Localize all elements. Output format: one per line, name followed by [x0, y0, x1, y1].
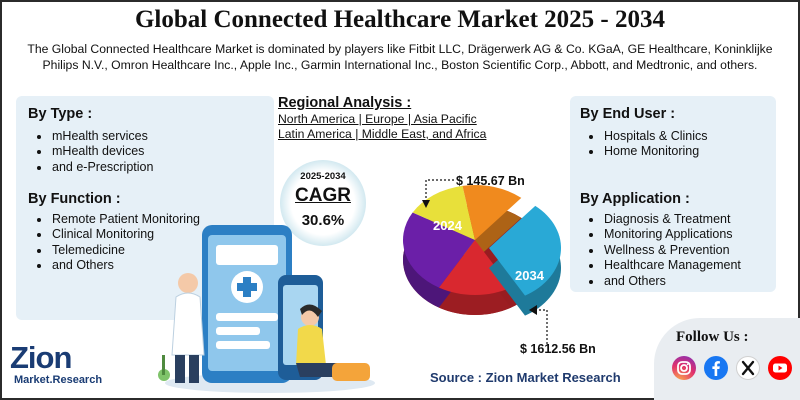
telehealth-illustration	[158, 225, 375, 393]
pie-slice-2024	[403, 212, 475, 288]
regional-line-2: Latin America | Middle East, and Africa	[278, 127, 487, 141]
by-application-list: Diagnosis & Treatment Monitoring Applica…	[584, 212, 741, 289]
list-item: Healthcare Management	[584, 258, 741, 273]
list-item: and Others	[32, 258, 200, 273]
facebook-icon[interactable]	[704, 356, 728, 380]
regional-title: Regional Analysis :	[278, 95, 412, 111]
pie-slice-segment	[462, 185, 522, 240]
regional-line-1: North America | Europe | Asia Pacific	[278, 112, 477, 126]
by-type-list: mHealth services mHealth devices and e-P…	[32, 129, 153, 175]
by-type-title: By Type :	[28, 106, 93, 122]
callout-2024	[422, 179, 454, 208]
cagr-badge: 2025-2034 CAGR 30.6%	[280, 160, 366, 246]
list-item: Remote Patient Monitoring	[32, 212, 200, 227]
right-panel	[570, 96, 776, 292]
cagr-value: 30.6%	[301, 212, 345, 229]
pie-label-2034: 2034	[515, 268, 545, 283]
pie-label-2024: 2024	[433, 218, 463, 233]
logo-subtitle: Market.Research	[14, 374, 103, 386]
list-item: mHealth services	[32, 129, 153, 144]
callout-2034	[529, 305, 548, 344]
pie-slice-2034	[489, 205, 561, 296]
page-title: Global Connected Healthcare Market 2025 …	[134, 6, 666, 33]
source-text: Source : Zion Market Research	[430, 370, 621, 385]
x-icon[interactable]	[736, 356, 760, 380]
cagr-label: CAGR	[295, 185, 351, 206]
by-application-title: By Application :	[580, 191, 690, 207]
by-end-user-title: By End User :	[580, 106, 676, 122]
list-item: and e-Prescription	[32, 160, 153, 175]
list-item: Telemedicine	[32, 243, 200, 258]
list-item: Diagnosis & Treatment	[584, 212, 741, 227]
follow-us-label: Follow Us :	[676, 329, 749, 345]
by-function-title: By Function :	[28, 191, 121, 207]
list-item: Monitoring Applications	[584, 227, 741, 242]
youtube-icon[interactable]	[768, 356, 792, 380]
label-2024-value: $ 145.67 Bn	[456, 174, 525, 188]
list-item: mHealth devices	[32, 144, 153, 159]
list-item: Clinical Monitoring	[32, 227, 200, 242]
label-2034-value: $ 1612.56 Bn	[520, 342, 596, 356]
list-item: and Others	[584, 274, 741, 289]
logo-zion: Zion	[10, 340, 72, 375]
list-item: Home Monitoring	[584, 144, 708, 159]
list-item: Wellness & Prevention	[584, 243, 741, 258]
intro-text: The Global Connected Healthcare Market i…	[27, 42, 773, 72]
by-function-list: Remote Patient Monitoring Clinical Monit…	[32, 212, 200, 274]
by-end-user-list: Hospitals & Clinics Home Monitoring	[584, 129, 708, 160]
cagr-glow	[280, 160, 366, 246]
cagr-years: 2025-2034	[300, 171, 346, 182]
instagram-icon[interactable]	[672, 356, 696, 380]
list-item: Hospitals & Clinics	[584, 129, 708, 144]
pie-slice-segment	[412, 185, 475, 240]
pie-slice-segment	[439, 240, 511, 295]
market-pie-chart: 2024 2034	[403, 185, 561, 316]
